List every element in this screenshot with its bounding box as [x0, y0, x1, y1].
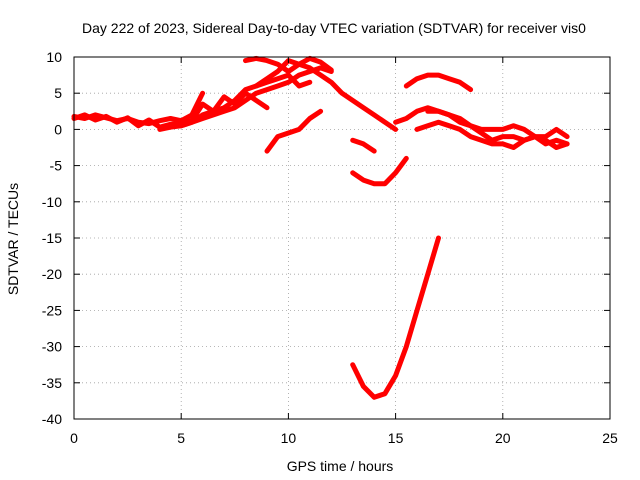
x-tick-label: 15	[388, 430, 404, 446]
y-tick-label: 0	[54, 121, 62, 137]
y-tick-label: -20	[42, 266, 62, 282]
series-arc-8	[350, 137, 377, 154]
y-tick-label: -15	[42, 230, 62, 246]
x-tick-label: 5	[177, 430, 185, 446]
series-arc-10	[350, 235, 441, 400]
series-arc-7	[264, 108, 324, 154]
y-tick-label: -35	[42, 375, 62, 391]
axis-ticks	[73, 56, 611, 420]
x-tick-label: 20	[495, 430, 511, 446]
series-arc-9	[350, 155, 409, 187]
x-tick-label: 10	[281, 430, 297, 446]
x-axis-label: GPS time / hours	[287, 458, 394, 474]
series-arc-12	[403, 72, 474, 93]
y-tick-label: -25	[42, 302, 62, 318]
grid	[74, 57, 610, 419]
series-arc-2	[71, 90, 206, 127]
y-tick-label: -10	[42, 194, 62, 210]
y-axis-label: SDTVAR / TECUs	[5, 183, 21, 295]
series-arc-6	[253, 58, 399, 132]
chart-title: Day 222 of 2023, Sidereal Day-to-day VTE…	[82, 20, 586, 36]
y-tick-label: 5	[54, 85, 62, 101]
y-tick-label: -40	[42, 411, 62, 427]
y-tick-label: -30	[42, 339, 62, 355]
series-arc-5	[243, 55, 334, 74]
series-arc-14	[425, 108, 570, 150]
data-layer	[71, 55, 570, 400]
y-tick-label: 10	[46, 49, 62, 65]
x-tick-label: 0	[70, 430, 78, 446]
x-tick-label: 25	[602, 430, 618, 446]
series-arc-4	[168, 72, 313, 129]
y-tick-label: -5	[50, 158, 63, 174]
tick-labels: 0 5 10 15 20 25 10 5 0 -5 -10 -15 -20 -25 -30 -35 -40	[42, 49, 618, 446]
